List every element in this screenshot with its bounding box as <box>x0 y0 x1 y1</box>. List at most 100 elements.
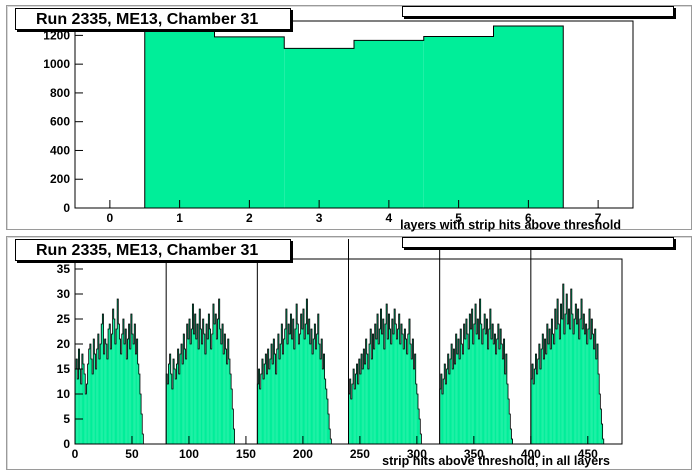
bottom-bin <box>232 409 234 444</box>
bottom-bin <box>167 384 169 444</box>
bottom-bin <box>178 374 180 444</box>
bottom-bin <box>443 379 445 444</box>
bottom-bin <box>96 349 98 444</box>
bottom-bin <box>403 349 405 444</box>
bottom-bin <box>168 364 170 444</box>
bottom-bin <box>222 324 224 444</box>
bottom-bin <box>322 369 324 444</box>
bottom-bin <box>348 394 350 444</box>
bottom-bin <box>77 379 79 444</box>
bottom-bin <box>506 384 509 444</box>
bottom-bin <box>275 374 277 444</box>
bottom-bin <box>75 369 77 444</box>
bottom-bin <box>284 329 286 444</box>
bottom-bin <box>82 364 85 444</box>
bottom-bin <box>137 364 139 444</box>
bottom-bin <box>131 334 134 444</box>
bottom-bin <box>267 349 269 444</box>
bottom-bin <box>486 319 488 444</box>
bottom-bin <box>117 299 119 444</box>
bottom-bin <box>363 349 365 444</box>
top-bar <box>284 48 354 209</box>
bottom-bin <box>323 354 325 444</box>
bottom-bin <box>76 359 78 444</box>
bottom-bin <box>500 329 502 444</box>
bottom-bin <box>446 369 448 444</box>
bottom-bin <box>315 349 317 444</box>
bottom-bin <box>488 329 490 444</box>
bottom-bin <box>110 349 112 444</box>
bottom-bin <box>220 344 223 444</box>
bottom-bin <box>593 349 595 444</box>
bottom-xaxis-label: strip hits above threshold, in all layer… <box>382 454 610 468</box>
bottom-bin <box>166 374 168 444</box>
bottom-bin <box>508 399 510 444</box>
bottom-bin <box>88 349 90 444</box>
bottom-bin <box>188 319 191 444</box>
bottom-bin <box>390 344 392 444</box>
top-xtick-label: 0 <box>107 211 114 225</box>
bottom-bin <box>599 394 601 444</box>
bottom-bin <box>257 384 259 444</box>
bottom-bin <box>580 299 583 444</box>
bottom-bin <box>471 309 473 444</box>
bottom-bin <box>465 319 468 444</box>
bottom-bin <box>316 334 318 444</box>
bottom-bin <box>179 354 181 444</box>
top-bar <box>354 40 424 208</box>
bottom-bin <box>79 369 81 444</box>
bottom-bin <box>531 364 534 444</box>
bottom-bin <box>313 339 315 444</box>
bottom-bin <box>502 359 504 444</box>
bottom-bin <box>141 414 143 444</box>
bottom-bin <box>285 309 287 444</box>
bottom-bin <box>327 414 330 444</box>
bottom-bin <box>278 359 281 444</box>
bottom-bin <box>194 314 196 444</box>
bottom-bin <box>402 334 404 444</box>
bottom-bin <box>171 389 174 444</box>
bottom-bin <box>133 344 135 444</box>
bottom-bin <box>461 344 463 444</box>
bottom-bin <box>264 364 266 444</box>
bottom-bin <box>391 319 393 444</box>
bottom-bin <box>206 324 208 444</box>
bottom-bin <box>569 329 571 444</box>
bottom-bin <box>180 344 183 444</box>
bottom-bin <box>534 369 536 444</box>
bottom-bin <box>585 324 587 444</box>
bottom-bin <box>485 334 487 444</box>
bottom-bin <box>184 349 186 444</box>
bottom-bin <box>456 354 458 444</box>
bottom-bin <box>367 369 370 444</box>
bottom-bin <box>474 304 477 444</box>
bottom-bin <box>298 344 300 444</box>
bottom-bin <box>305 324 307 444</box>
bottom-bin <box>419 419 421 444</box>
bottom-bin <box>554 309 556 444</box>
bottom-bin <box>128 324 130 444</box>
bottom-bin <box>398 314 400 444</box>
bottom-bin <box>375 339 377 444</box>
bottom-bin <box>353 369 355 444</box>
bottom-bin <box>558 324 560 444</box>
bottom-bin <box>416 394 419 444</box>
bottom-bin <box>95 369 97 444</box>
bottom-bin <box>549 329 551 444</box>
bottom-bin <box>111 334 113 444</box>
bottom-bin <box>561 319 563 444</box>
bottom-bin <box>198 349 200 444</box>
bottom-bin <box>404 329 406 444</box>
bottom-bin <box>405 339 407 444</box>
bottom-bin <box>195 339 197 444</box>
bottom-bin <box>584 334 586 444</box>
bottom-bin <box>595 359 597 444</box>
bottom-bin <box>415 384 417 444</box>
bottom-bin <box>600 409 602 444</box>
bottom-bin <box>481 344 483 444</box>
bottom-bin <box>459 359 461 444</box>
bottom-bin <box>370 329 372 444</box>
top-ytick-label: 800 <box>50 86 70 100</box>
bottom-bin <box>139 394 142 444</box>
bottom-bin <box>495 354 497 444</box>
